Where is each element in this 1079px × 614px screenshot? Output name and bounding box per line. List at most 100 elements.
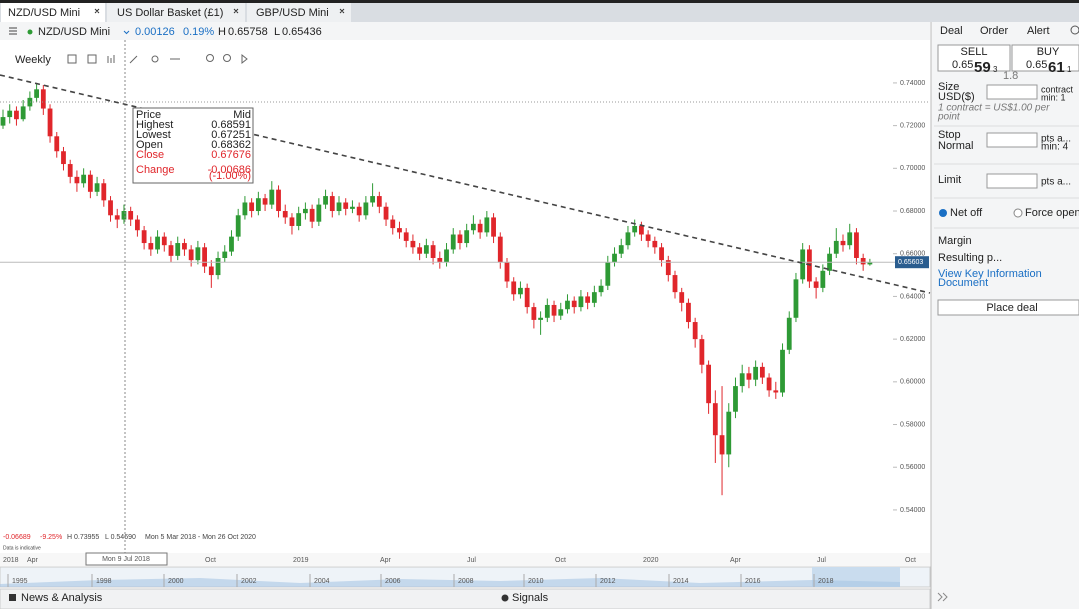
trendline [0,74,931,294]
sell-price: 0.65 [952,59,973,71]
limit-input[interactable] [986,173,1038,189]
navigator-label: 2012 [600,578,616,585]
candle-body [565,300,570,310]
x-label: 2020 [643,557,659,564]
footer [0,588,931,610]
panel-tab[interactable]: Alert [1027,25,1050,37]
navigator-label: 2000 [168,578,184,585]
low-label: L [274,26,280,38]
candle-body [524,287,530,308]
candle-body [108,200,113,216]
candle-body [222,251,228,258]
radio[interactable] [1013,208,1023,218]
candle-body [558,309,564,316]
panel-tab[interactable]: Order [980,25,1008,37]
radio-selected[interactable] [939,209,947,217]
candle-body [423,245,429,254]
sell-button[interactable] [937,44,1011,72]
size-input[interactable] [986,84,1038,100]
info-icon[interactable] [1070,25,1079,35]
info-box [132,107,254,184]
info-value: 0.68362 [211,139,251,151]
candle-body [847,232,853,246]
tab[interactable] [247,3,351,22]
candle-body [625,232,631,246]
candle-body [551,304,557,316]
candle-body [471,223,476,231]
tab[interactable] [107,3,245,22]
signals[interactable]: Signals [512,592,549,604]
navigator-labels: 1995 1998 2000 2002 2004 2006 2008 2010 2012 2014… [7,574,834,587]
info-value: -0.00686 [208,164,251,176]
sell-price-big: 59 [974,59,991,76]
y-tick-label: 0.54000 [900,507,925,514]
navigator-label: 1998 [96,578,112,585]
y-tick-label: 0.60000 [900,379,925,386]
change-pct: 0.19% [183,26,214,38]
candle-body [121,211,127,220]
chevron[interactable] [123,30,130,35]
high: 0.65758 [228,26,268,38]
toolbar-icons[interactable] [67,53,248,65]
candle-body [370,196,375,203]
status-dot [27,29,33,35]
kid-link[interactable]: View Key Information [938,268,1042,280]
summary-range: Mon 5 Mar 2018 - Mon 26 Oct 2020 [145,534,256,541]
candle-body [746,373,752,380]
candle-body [484,217,490,233]
x-label: 2018 [3,557,19,564]
candle-body [672,275,678,293]
margin: Margin [938,235,972,247]
candle-body [141,230,147,244]
y-tick-label: 0.58000 [900,421,925,428]
info-value: 0.67676 [211,149,251,161]
y-tick-label: 0.62000 [900,336,925,343]
y-tick-label: 0.56000 [900,464,925,471]
tab-close-icons[interactable] [94,8,345,14]
candle-body [303,208,308,214]
candle-body [766,377,772,391]
candle-body [114,215,120,220]
candle-body [477,223,483,233]
buy-price-big: 61 [1048,59,1065,76]
candle-body [235,215,241,237]
candle-body [786,317,792,350]
candle-body [363,202,369,216]
size-unit: USD($) [938,91,975,103]
navigator-label: 2018 [818,578,834,585]
candle-body [578,296,584,308]
candle-body [269,189,275,205]
panel-tab[interactable]: Deal [940,25,963,37]
stop-type[interactable]: Normal [938,140,973,152]
tab-active[interactable] [1,3,105,22]
candle-body [712,403,718,436]
candle-body [679,292,685,303]
collapse-icon[interactable] [937,592,948,602]
interval[interactable]: Weekly [15,54,51,66]
stop-input[interactable] [986,132,1038,148]
instrument-name: NZD/USD Mini [38,26,110,38]
candle-body [195,247,201,261]
candle-body [719,435,725,455]
candle-body [276,189,281,212]
candle-body [840,240,846,246]
candle-body [598,285,604,293]
buy-button[interactable] [1011,44,1079,72]
kid-link[interactable]: Document [938,277,988,289]
candle-body [504,262,510,282]
menu-icon[interactable] [9,27,17,35]
navigator-label: 2008 [458,578,474,585]
news[interactable]: News & Analysis [21,592,103,604]
candle-body [544,304,550,318]
x-label: Oct [555,557,566,564]
y-tick-label: 0.64000 [900,293,925,300]
current-price-label: 0.65603 [898,259,923,266]
candle-body [148,243,154,250]
candle-body [652,240,658,248]
info-label: Lowest [136,129,171,141]
candle-body [813,281,819,288]
y-tick-label: 0.68000 [900,208,925,215]
place-deal-button[interactable] [937,299,1079,316]
size-label: Size [938,81,959,93]
high-label: H [218,26,226,38]
